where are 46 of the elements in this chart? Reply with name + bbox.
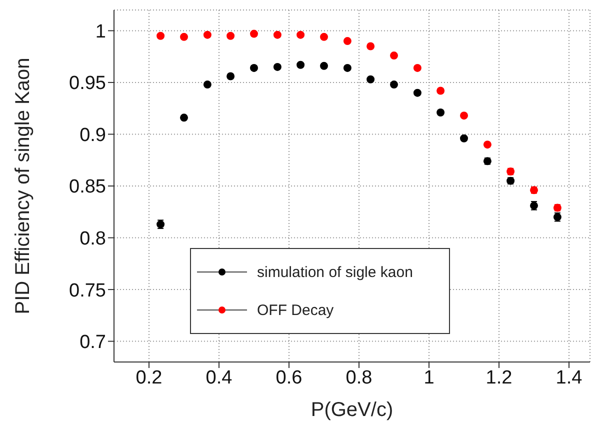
x-tick-label: 0.2 bbox=[136, 367, 162, 388]
y-tick-label: 0.85 bbox=[69, 176, 106, 198]
x-tick-label: 1.4 bbox=[556, 367, 583, 388]
legend-label: OFF Decay bbox=[257, 302, 334, 318]
point bbox=[296, 30, 305, 39]
y-axis-title: PID Efficiency of single Kaon bbox=[12, 58, 34, 314]
x-axis-title: P(GeV/c) bbox=[310, 399, 394, 421]
point bbox=[366, 42, 375, 50]
point bbox=[180, 32, 188, 41]
point bbox=[343, 37, 352, 46]
point bbox=[273, 30, 282, 39]
point bbox=[366, 75, 375, 84]
legend-label: simulation of sigle kaon bbox=[257, 264, 413, 280]
point bbox=[460, 134, 468, 142]
x-tick-label: 0.6 bbox=[276, 367, 302, 388]
point bbox=[296, 60, 305, 69]
point bbox=[226, 72, 235, 80]
point bbox=[483, 140, 492, 149]
point bbox=[320, 32, 328, 41]
point bbox=[436, 108, 445, 116]
point bbox=[156, 32, 165, 40]
y-tick-label: 0.7 bbox=[80, 332, 106, 354]
point bbox=[203, 30, 212, 39]
x-tick-label: 1.2 bbox=[486, 367, 512, 388]
point bbox=[273, 62, 282, 71]
y-tick-label: 0.75 bbox=[69, 280, 106, 302]
y-tick-label: 0.95 bbox=[69, 73, 106, 94]
point bbox=[460, 112, 468, 120]
point bbox=[320, 62, 328, 70]
point bbox=[413, 88, 422, 97]
point bbox=[343, 64, 352, 72]
x-tick-label: 0.4 bbox=[206, 367, 233, 388]
point bbox=[390, 52, 398, 60]
point bbox=[226, 32, 235, 40]
x-tick-label: 1 bbox=[424, 367, 434, 388]
y-tick-label: 0.8 bbox=[80, 228, 106, 250]
x-tick-label: 0.8 bbox=[346, 367, 372, 388]
point bbox=[390, 80, 398, 89]
point bbox=[250, 64, 258, 72]
point bbox=[203, 80, 212, 89]
y-tick-label: 1 bbox=[95, 21, 106, 42]
point bbox=[250, 30, 258, 38]
point bbox=[436, 86, 445, 95]
point bbox=[413, 64, 422, 72]
y-tick-label: 0.9 bbox=[80, 124, 106, 146]
point bbox=[180, 114, 188, 122]
